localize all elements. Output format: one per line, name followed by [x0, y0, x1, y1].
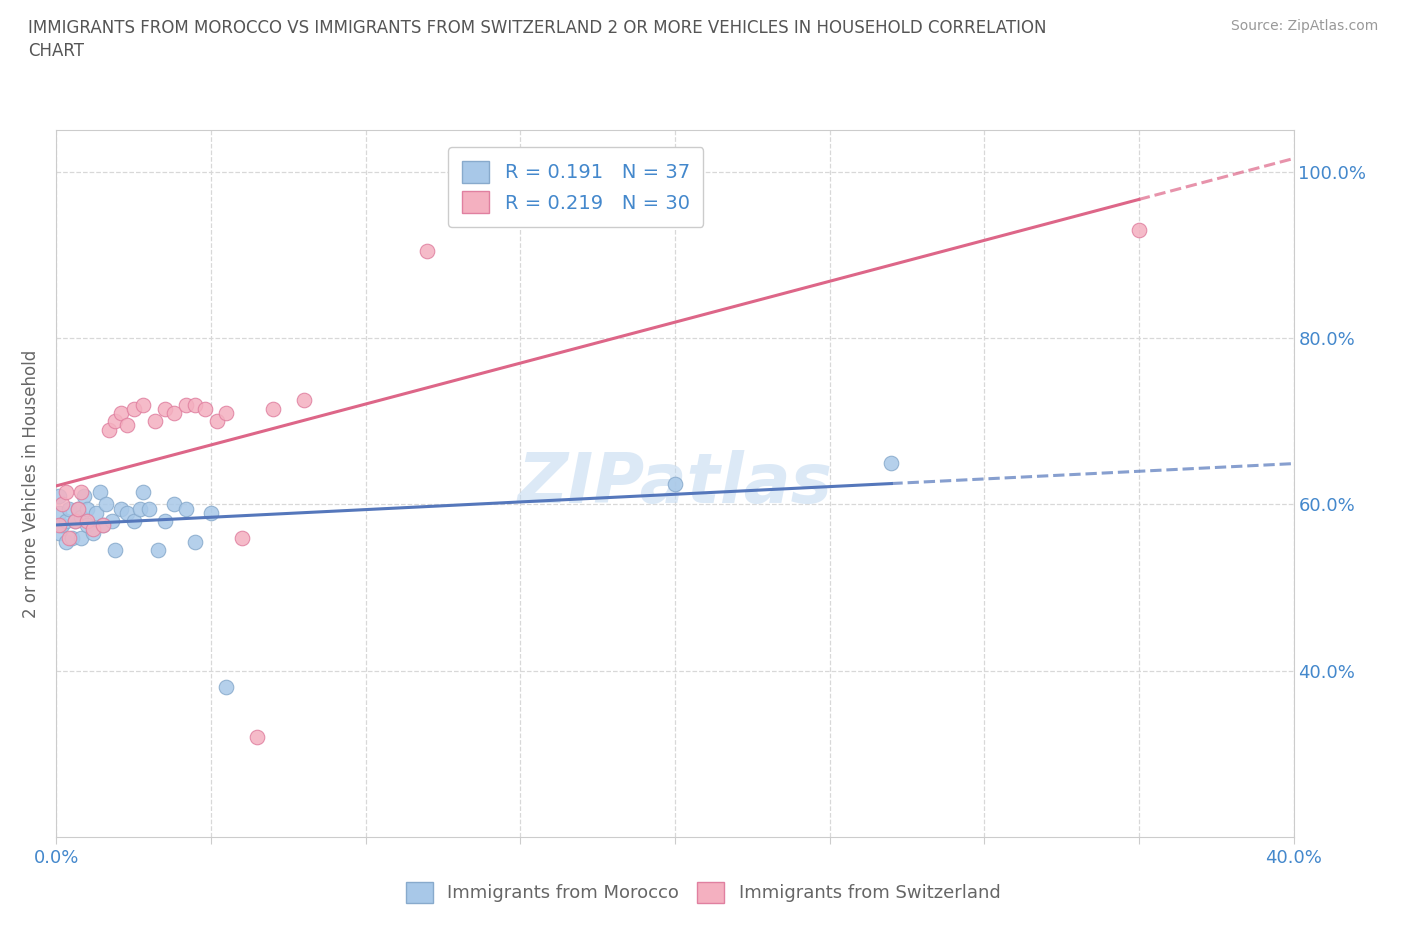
Point	[1128, 222, 1150, 237]
Point	[101, 513, 124, 528]
Point	[94, 497, 117, 512]
Point	[82, 522, 104, 537]
Point	[132, 485, 155, 499]
Point	[89, 485, 111, 499]
Point	[76, 501, 98, 516]
Point	[48, 488, 70, 503]
Point	[58, 530, 80, 545]
Point	[48, 518, 70, 533]
Point	[128, 501, 150, 516]
Point	[122, 513, 145, 528]
Point	[104, 543, 127, 558]
Point	[416, 244, 439, 259]
Point	[215, 405, 238, 420]
Point	[174, 397, 197, 412]
Point	[60, 530, 83, 545]
Point	[104, 414, 127, 429]
Point	[194, 402, 217, 417]
Text: CHART: CHART	[28, 42, 84, 60]
Point	[51, 497, 73, 512]
Point	[73, 488, 96, 503]
Point	[63, 513, 86, 528]
Point	[153, 402, 176, 417]
Text: IMMIGRANTS FROM MOROCCO VS IMMIGRANTS FROM SWITZERLAND 2 OR MORE VEHICLES IN HOU: IMMIGRANTS FROM MOROCCO VS IMMIGRANTS FR…	[28, 19, 1046, 36]
Point	[215, 680, 238, 695]
Point	[184, 535, 207, 550]
Point	[200, 505, 222, 520]
Point	[880, 456, 903, 471]
Point	[231, 530, 253, 545]
Point	[163, 405, 186, 420]
Point	[63, 513, 86, 528]
Point	[205, 414, 228, 429]
Point	[184, 397, 207, 412]
Point	[48, 505, 70, 520]
Point	[148, 543, 170, 558]
Point	[76, 518, 98, 533]
Point	[117, 505, 139, 520]
Point	[246, 730, 269, 745]
Point	[143, 414, 166, 429]
Point	[132, 397, 155, 412]
Point	[76, 513, 98, 528]
Point	[55, 535, 77, 550]
Point	[70, 485, 93, 499]
Text: ZIPatlas: ZIPatlas	[517, 450, 832, 517]
Point	[110, 501, 132, 516]
Point	[70, 510, 93, 525]
Point	[55, 513, 77, 528]
Point	[138, 501, 160, 516]
Text: Source: ZipAtlas.com: Source: ZipAtlas.com	[1230, 19, 1378, 33]
Point	[117, 418, 139, 432]
Point	[110, 405, 132, 420]
Point	[97, 422, 120, 437]
Y-axis label: 2 or more Vehicles in Household: 2 or more Vehicles in Household	[22, 350, 41, 618]
Point	[82, 526, 104, 541]
Point	[66, 501, 89, 516]
Point	[48, 526, 70, 541]
Point	[91, 518, 114, 533]
Legend: Immigrants from Morocco, Immigrants from Switzerland: Immigrants from Morocco, Immigrants from…	[396, 872, 1010, 911]
Point	[86, 505, 108, 520]
Point	[153, 513, 176, 528]
Point	[51, 518, 73, 533]
Point	[55, 485, 77, 499]
Point	[66, 501, 89, 516]
Legend: R = 0.191   N = 37, R = 0.219   N = 30: R = 0.191 N = 37, R = 0.219 N = 30	[449, 147, 703, 227]
Point	[91, 518, 114, 533]
Point	[292, 393, 315, 408]
Point	[58, 501, 80, 516]
Point	[70, 530, 93, 545]
Point	[664, 476, 686, 491]
Point	[174, 501, 197, 516]
Point	[122, 402, 145, 417]
Point	[262, 402, 284, 417]
Point	[163, 497, 186, 512]
